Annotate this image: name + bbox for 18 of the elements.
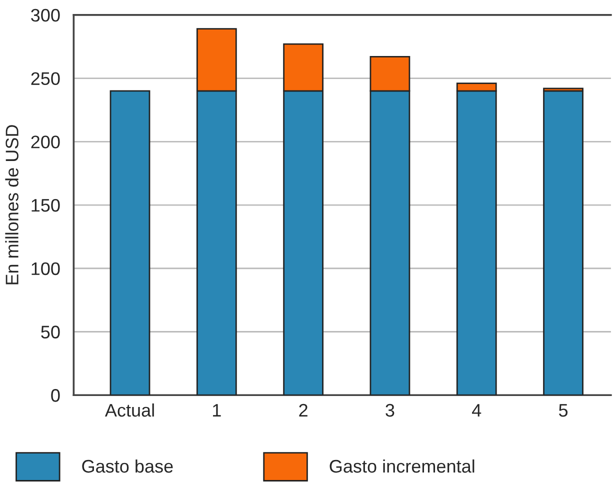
legend-label: Gasto incremental	[330, 459, 474, 473]
y-tick-label: 50	[41, 326, 60, 338]
y-tick-label: 0	[51, 389, 60, 402]
x-tick-label: 1	[213, 404, 221, 417]
y-tick-label: 300	[31, 8, 60, 22]
y-tick-label: 100	[32, 262, 60, 276]
x-tick-label: 5	[558, 404, 568, 417]
x-tick-label: Actual	[104, 403, 154, 417]
y-tick-label: 150	[32, 198, 60, 212]
x-tick-label: 3	[386, 404, 394, 417]
y-tick-label: 200	[31, 136, 60, 148]
x-tick-label: 2	[299, 404, 308, 417]
y-tick-label: 250	[31, 72, 60, 85]
y-axis-title: En millones de USD	[5, 125, 18, 284]
bar	[543, 90, 584, 396]
x-tick-label: 4	[472, 404, 482, 417]
bar	[110, 90, 150, 396]
legend-label: Gasto base	[82, 459, 173, 473]
